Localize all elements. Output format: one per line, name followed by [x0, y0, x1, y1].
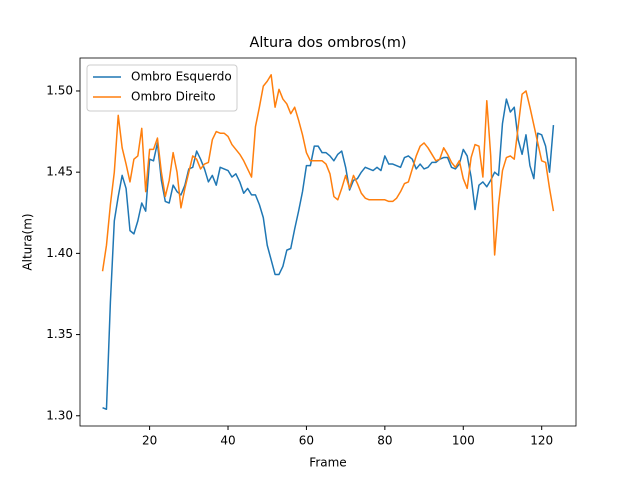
series-line: [101, 73, 555, 272]
x-tick-label: 60: [299, 434, 314, 448]
series-line: [102, 98, 555, 411]
x-tick-label: 80: [377, 434, 392, 448]
y-tick-label: 1.45: [46, 165, 73, 179]
chart-title: Altura dos ombros(m): [249, 35, 406, 51]
plot-frame: [79, 57, 577, 427]
legend-label: Ombro Direito: [131, 90, 216, 104]
y-tick-label: 1.40: [46, 246, 73, 260]
y-tick-label: 1.50: [46, 83, 73, 97]
x-axis-label: Frame: [309, 456, 346, 470]
legend-label: Ombro Esquerdo: [131, 70, 232, 84]
y-axis-label: Altura(m): [21, 213, 35, 270]
x-tick-label: 100: [452, 434, 475, 448]
x-tick-label: 120: [530, 434, 553, 448]
x-tick-label: 40: [220, 434, 235, 448]
y-tick-label: 1.35: [46, 327, 73, 341]
legend-box: [86, 64, 238, 112]
y-tick-label: 1.30: [46, 408, 73, 422]
x-tick-label: 20: [142, 434, 157, 448]
